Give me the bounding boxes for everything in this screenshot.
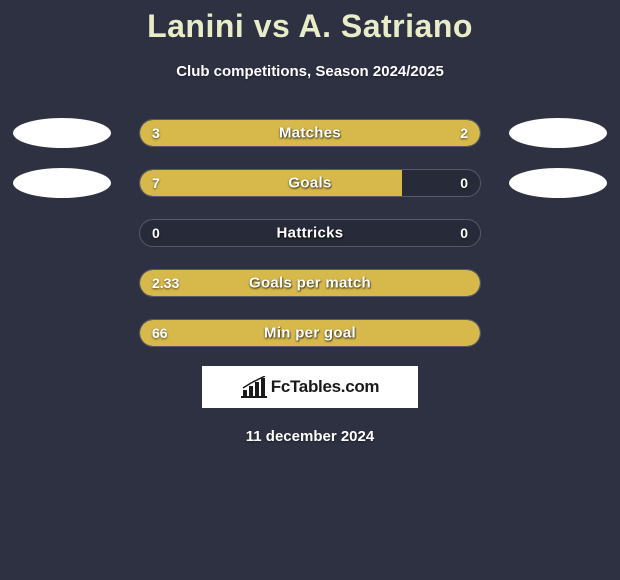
stat-bar: 3 2 Matches bbox=[139, 119, 481, 147]
stat-label: Goals bbox=[288, 175, 331, 192]
logo-text: FcTables.com bbox=[271, 377, 380, 397]
stat-bar: 66 Min per goal bbox=[139, 319, 481, 347]
stat-value-left: 2.33 bbox=[152, 275, 179, 291]
date-text: 11 december 2024 bbox=[0, 428, 620, 445]
stat-value-left: 7 bbox=[152, 175, 160, 191]
stat-bar: 0 0 Hattricks bbox=[139, 219, 481, 247]
stat-label: Min per goal bbox=[264, 325, 356, 342]
player-avatar-left bbox=[13, 118, 111, 148]
stat-value-right: 2 bbox=[460, 125, 468, 141]
stat-value-left: 0 bbox=[152, 225, 160, 241]
page-title: Lanini vs A. Satriano bbox=[0, 0, 620, 45]
player-avatar-right bbox=[509, 168, 607, 198]
stat-label: Matches bbox=[279, 125, 341, 142]
stat-value-left: 3 bbox=[152, 125, 160, 141]
stat-row: 7 0 Goals bbox=[0, 168, 620, 198]
logo-badge[interactable]: FcTables.com bbox=[202, 366, 418, 408]
subtitle: Club competitions, Season 2024/2025 bbox=[0, 63, 620, 80]
avatar-spacer bbox=[13, 268, 111, 298]
avatar-spacer bbox=[509, 218, 607, 248]
stat-bar: 2.33 Goals per match bbox=[139, 269, 481, 297]
stats-list: 3 2 Matches 7 0 Goals 0 0 Hattricks 2.33 Goals per… bbox=[0, 118, 620, 348]
comparison-card: Lanini vs A. Satriano Club competitions,… bbox=[0, 0, 620, 580]
stat-value-right: 0 bbox=[460, 225, 468, 241]
avatar-spacer bbox=[13, 218, 111, 248]
stat-label: Hattricks bbox=[277, 225, 344, 242]
stat-label: Goals per match bbox=[249, 275, 371, 292]
stat-bar: 7 0 Goals bbox=[139, 169, 481, 197]
avatar-spacer bbox=[509, 268, 607, 298]
chart-icon bbox=[241, 376, 267, 398]
player-avatar-left bbox=[13, 168, 111, 198]
avatar-spacer bbox=[13, 318, 111, 348]
stat-row: 66 Min per goal bbox=[0, 318, 620, 348]
avatar-spacer bbox=[509, 318, 607, 348]
stat-row: 2.33 Goals per match bbox=[0, 268, 620, 298]
bar-fill-left bbox=[140, 170, 402, 196]
stat-value-left: 66 bbox=[152, 325, 168, 341]
stat-value-right: 0 bbox=[460, 175, 468, 191]
stat-row: 3 2 Matches bbox=[0, 118, 620, 148]
stat-row: 0 0 Hattricks bbox=[0, 218, 620, 248]
player-avatar-right bbox=[509, 118, 607, 148]
